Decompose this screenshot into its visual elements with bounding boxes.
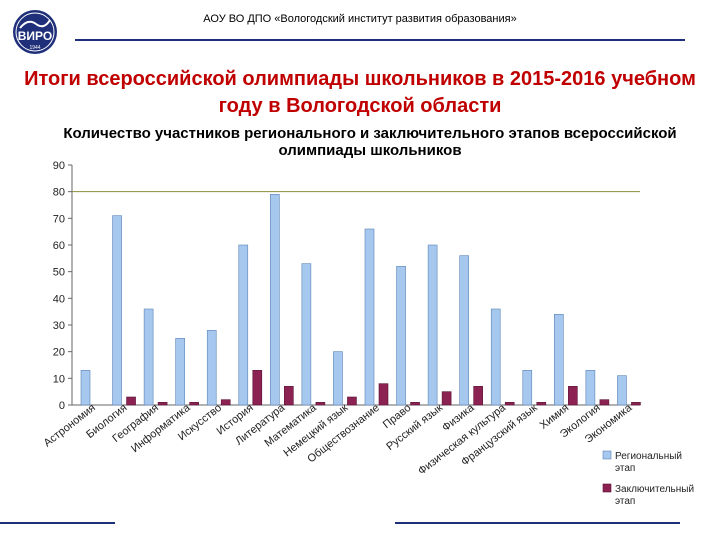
- bar: [315, 402, 326, 406]
- footer-line-left: [0, 522, 115, 524]
- bar: [554, 314, 564, 406]
- y-tick-label: 30: [53, 320, 65, 332]
- bar: [522, 370, 533, 406]
- legend-swatch: [602, 483, 612, 493]
- bar: [112, 215, 122, 406]
- bar: [568, 386, 578, 406]
- y-tick-label: 20: [53, 347, 65, 359]
- bar: [473, 386, 483, 406]
- bar: [378, 383, 389, 406]
- y-tick-label: 90: [53, 160, 65, 172]
- legend-label: Заключительный: [615, 484, 694, 495]
- bar: [347, 396, 357, 406]
- bar: [333, 351, 343, 406]
- bar: [536, 402, 547, 406]
- logo-text: ВИРО: [18, 29, 52, 43]
- header-text: АОУ ВО ДПО «Вологодский институт развити…: [203, 13, 517, 25]
- bar: [301, 263, 312, 406]
- bar: [126, 396, 136, 406]
- bar: [238, 244, 249, 406]
- legend-label: Региональный: [615, 451, 682, 462]
- legend-label: этап: [615, 496, 635, 507]
- y-tick-label: 0: [59, 400, 65, 412]
- bar: [490, 308, 501, 406]
- legend-swatch: [602, 450, 612, 460]
- bar: [252, 370, 263, 406]
- bar: [157, 402, 168, 406]
- bar: [459, 255, 469, 406]
- bar: [441, 391, 452, 406]
- bar: [396, 266, 406, 406]
- bar: [617, 375, 627, 406]
- legend-label: этап: [615, 463, 635, 474]
- y-tick-label: 80: [53, 187, 65, 199]
- bar: [206, 330, 217, 406]
- bar: [599, 399, 610, 406]
- logo-wave-icon: [19, 19, 51, 29]
- bar: [80, 370, 91, 406]
- logo-subtext: 1944: [29, 45, 40, 51]
- bar: [585, 370, 596, 406]
- y-tick-label: 50: [53, 267, 65, 279]
- bar: [175, 338, 185, 406]
- bar: [270, 194, 280, 406]
- y-tick-label: 10: [53, 373, 65, 385]
- page-title: Итоги всероссийской олимпиады школьников…: [24, 68, 696, 117]
- bar: [631, 402, 641, 406]
- chart-title: Количество участников регионального и за…: [63, 125, 677, 159]
- bar: [427, 244, 438, 406]
- bar: [410, 402, 420, 406]
- y-tick-label: 40: [53, 293, 65, 305]
- y-tick-label: 60: [53, 240, 65, 252]
- header-line: [75, 39, 685, 41]
- y-tick-label: 70: [53, 213, 65, 225]
- x-tick-label: Русский язык: [384, 402, 445, 453]
- bar: [143, 308, 154, 406]
- footer-line-right: [395, 522, 680, 524]
- bar: [220, 399, 231, 406]
- bar: [284, 386, 294, 406]
- bar: [189, 402, 199, 406]
- x-tick-label: Астрономия: [42, 402, 98, 450]
- bar: [504, 402, 515, 406]
- logo-ring: [15, 12, 55, 52]
- viro-logo: ВИРО 1944: [13, 10, 57, 54]
- bar: [364, 228, 375, 406]
- logo-circle: [13, 10, 57, 54]
